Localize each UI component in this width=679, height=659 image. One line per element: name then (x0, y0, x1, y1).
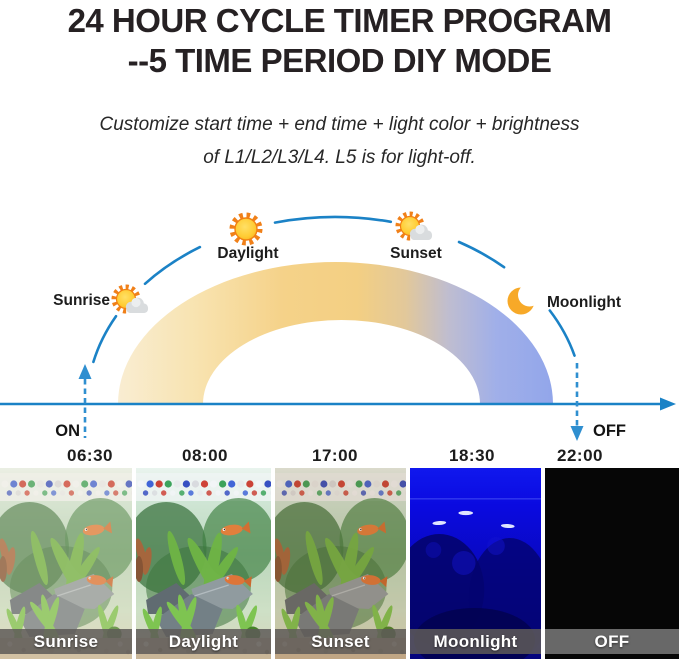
aquarium-photo-daylight (136, 468, 271, 659)
photo-caption: Daylight (136, 629, 271, 654)
subtitle-line-2: of L1/L2/L3/L4. L5 is for light-off. (203, 147, 476, 168)
title-line-2: --5 TIME PERIOD DIY MODE (127, 42, 552, 79)
off-arrow-down-icon (570, 426, 584, 441)
photo-caption: OFF (545, 629, 679, 654)
time-tick-1830: 18:30 (449, 446, 495, 465)
sunrise-sun-cloud-icon (111, 284, 149, 314)
page-title: 24 HOUR CYCLE TIMER PROGRAM --5 TIME PER… (0, 1, 679, 81)
phase-label-daylight: Daylight (217, 245, 279, 262)
axis-arrow-icon (660, 397, 676, 411)
day-cycle-diagram (0, 211, 676, 441)
time-tick-0630: 06:30 (67, 446, 113, 465)
photo-caption: Sunset (275, 629, 406, 654)
on-marker (78, 364, 92, 438)
off-marker (570, 363, 584, 441)
on-label: ON (55, 422, 80, 440)
subtitle: Customize start time + end time + light … (0, 108, 679, 174)
sunset-sun-cloud-icon (395, 211, 433, 241)
day-cycle-gradient-arc (118, 262, 553, 404)
time-tick-0800: 08:00 (182, 446, 228, 465)
timeline-axis (0, 397, 676, 411)
photo-panel-off: OFF (545, 468, 679, 659)
time-tick-1700: 17:00 (312, 446, 358, 465)
aquarium-photo-off (545, 468, 679, 659)
aquarium-photo-sunset (275, 468, 406, 659)
phase-label-sunset: Sunset (390, 245, 442, 262)
photo-panel-moonlight: Moonlight (410, 468, 541, 659)
title-line-1: 24 HOUR CYCLE TIMER PROGRAM (67, 2, 612, 39)
daylight-sun-icon (229, 212, 263, 246)
photo-caption: Sunrise (0, 629, 132, 654)
photo-panel-sunrise: Sunrise (0, 468, 132, 659)
moon-icon (507, 283, 541, 315)
on-arrow-up-icon (78, 364, 92, 379)
photo-panel-daylight: Daylight (136, 468, 271, 659)
photo-panel-sunset: Sunset (275, 468, 406, 659)
phase-label-moonlight: Moonlight (547, 294, 622, 311)
photo-caption: Moonlight (410, 629, 541, 654)
phase-label-sunrise: Sunrise (53, 292, 110, 309)
time-tick-2200: 22:00 (557, 446, 603, 465)
photo-strip: Sunrise (0, 468, 679, 659)
off-label: OFF (593, 422, 626, 440)
subtitle-line-1: Customize start time + end time + light … (99, 114, 580, 135)
cycle-path-arc (92, 215, 576, 364)
